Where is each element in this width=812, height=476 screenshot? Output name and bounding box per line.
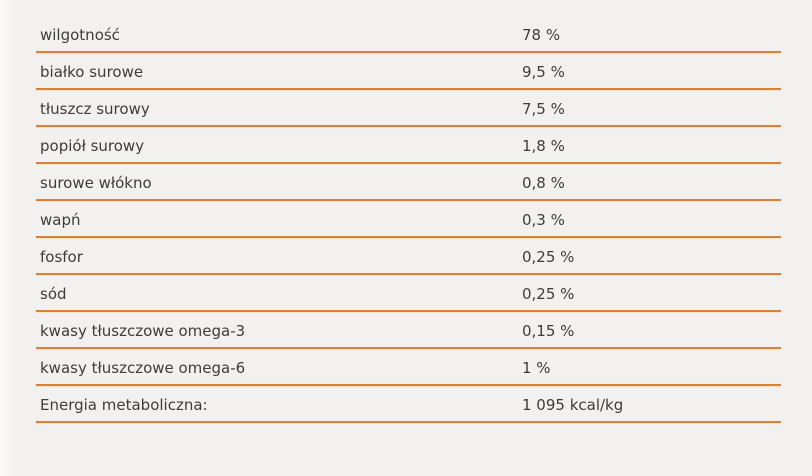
nutrient-label: popiół surowy <box>40 136 145 155</box>
nutrient-label: wilgotność <box>40 25 120 44</box>
nutrient-label: tłuszcz surowy <box>40 99 150 118</box>
nutrient-label: surowe włókno <box>40 173 152 192</box>
nutrient-label: kwasy tłuszczowe omega-3 <box>40 321 246 340</box>
nutrient-label: białko surowe <box>40 62 144 81</box>
nutrition-table: wilgotność 78 % białko surowe 9,5 % tłus… <box>36 16 781 423</box>
nutrient-label: Energia metaboliczna: <box>40 395 208 414</box>
nutrient-label: fosfor <box>40 247 83 266</box>
table-row: wilgotność 78 % <box>36 16 781 53</box>
table-row: popiół surowy 1,8 % <box>36 127 781 164</box>
nutrient-value: 1 % <box>522 358 551 377</box>
table-row: surowe włókno 0,8 % <box>36 164 781 201</box>
table-row: kwasy tłuszczowe omega-3 0,15 % <box>36 312 781 349</box>
nutrient-label: sód <box>40 284 67 303</box>
nutrient-value: 9,5 % <box>522 62 565 81</box>
nutrient-value: 0,25 % <box>522 247 575 266</box>
nutrient-value: 0,3 % <box>522 210 565 229</box>
nutrient-value: 1,8 % <box>522 136 565 155</box>
nutrient-value: 1 095 kcal/kg <box>522 395 624 414</box>
table-row: kwasy tłuszczowe omega-6 1 % <box>36 349 781 386</box>
table-row: wapń 0,3 % <box>36 201 781 238</box>
nutrient-label: kwasy tłuszczowe omega-6 <box>40 358 246 377</box>
table-row: sód 0,25 % <box>36 275 781 312</box>
table-row: białko surowe 9,5 % <box>36 53 781 90</box>
table-row: fosfor 0,25 % <box>36 238 781 275</box>
nutrient-value: 0,15 % <box>522 321 575 340</box>
nutrient-value: 0,8 % <box>522 173 565 192</box>
nutrient-value: 78 % <box>522 25 561 44</box>
nutrient-label: wapń <box>40 210 81 229</box>
table-row: tłuszcz surowy 7,5 % <box>36 90 781 127</box>
nutrient-value: 7,5 % <box>522 99 565 118</box>
nutrient-value: 0,25 % <box>522 284 575 303</box>
table-row: Energia metaboliczna: 1 095 kcal/kg <box>36 386 781 423</box>
